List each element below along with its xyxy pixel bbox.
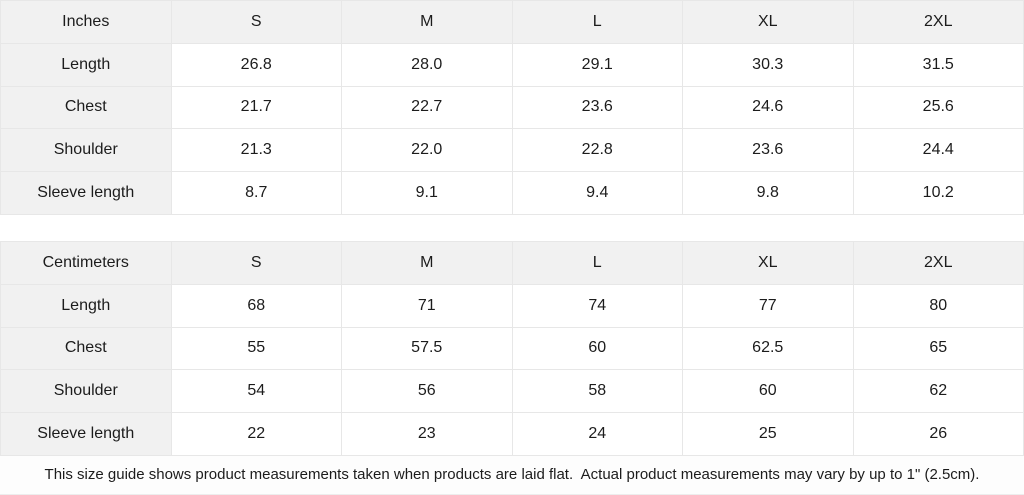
- value-cell: 22.8: [511, 128, 683, 173]
- value-cell: 65: [852, 326, 1024, 371]
- value-cell: 55: [170, 326, 342, 371]
- row-label-cell: Sleeve length: [0, 171, 172, 215]
- value-cell: 31.5: [852, 42, 1024, 87]
- value-cell: 9.8: [682, 171, 854, 215]
- value-cell: 68: [170, 283, 342, 328]
- value-cell: 22: [170, 412, 342, 456]
- row-label-cell: Shoulder: [0, 369, 172, 414]
- value-cell: 9.4: [511, 171, 683, 215]
- value-cell: 77: [682, 283, 854, 328]
- size-header-cell-m: M: [341, 0, 513, 44]
- value-cell: 58: [511, 369, 683, 414]
- table-row-shoulder: Shoulder 21.3 22.0 22.8 23.6 24.4: [0, 128, 1024, 173]
- value-cell: 26: [852, 412, 1024, 456]
- table-row-length: Length 26.8 28.0 29.1 30.3 31.5: [0, 42, 1024, 87]
- value-cell: 56: [341, 369, 513, 414]
- value-cell: 21.7: [170, 85, 342, 130]
- value-cell: 57.5: [341, 326, 513, 371]
- table-row-sleeve-length: Sleeve length 8.7 9.1 9.4 9.8 10.2: [0, 171, 1024, 215]
- value-cell: 23.6: [511, 85, 683, 130]
- value-cell: 23.6: [682, 128, 854, 173]
- value-cell: 71: [341, 283, 513, 328]
- value-cell: 23: [341, 412, 513, 456]
- table-row-sleeve-length: Sleeve length 22 23 24 25 26: [0, 412, 1024, 456]
- table-row-chest: Chest 55 57.5 60 62.5 65: [0, 326, 1024, 371]
- size-header-cell-s: S: [170, 0, 342, 44]
- table-row-length: Length 68 71 74 77 80: [0, 283, 1024, 328]
- value-cell: 24: [511, 412, 683, 456]
- centimeters-table: Centimeters S M L XL 2XL Length 68 71 74…: [0, 240, 1024, 456]
- row-label-cell: Chest: [0, 326, 172, 371]
- value-cell: 21.3: [170, 128, 342, 173]
- size-guide-note: This size guide shows product measuremen…: [0, 455, 1024, 495]
- row-label-cell: Shoulder: [0, 128, 172, 173]
- row-label-cell: Length: [0, 283, 172, 328]
- unit-header-cell: Centimeters: [0, 240, 172, 285]
- value-cell: 74: [511, 283, 683, 328]
- value-cell: 25.6: [852, 85, 1024, 130]
- row-label-cell: Sleeve length: [0, 412, 172, 456]
- value-cell: 9.1: [341, 171, 513, 215]
- value-cell: 24.4: [852, 128, 1024, 173]
- size-header-cell-2xl: 2XL: [852, 240, 1024, 285]
- value-cell: 26.8: [170, 42, 342, 87]
- size-header-cell-2xl: 2XL: [852, 0, 1024, 44]
- value-cell: 10.2: [852, 171, 1024, 215]
- size-header-cell-s: S: [170, 240, 342, 285]
- size-header-cell-m: M: [341, 240, 513, 285]
- value-cell: 80: [852, 283, 1024, 328]
- table-row-chest: Chest 21.7 22.7 23.6 24.6 25.6: [0, 85, 1024, 130]
- table-spacer: [0, 214, 1024, 241]
- value-cell: 54: [170, 369, 342, 414]
- value-cell: 30.3: [682, 42, 854, 87]
- value-cell: 25: [682, 412, 854, 456]
- value-cell: 28.0: [341, 42, 513, 87]
- value-cell: 24.6: [682, 85, 854, 130]
- row-label-cell: Length: [0, 42, 172, 87]
- table-row-shoulder: Shoulder 54 56 58 60 62: [0, 369, 1024, 414]
- value-cell: 22.0: [341, 128, 513, 173]
- size-header-cell-xl: XL: [682, 240, 854, 285]
- unit-header-cell: Inches: [0, 0, 172, 44]
- value-cell: 22.7: [341, 85, 513, 130]
- value-cell: 60: [682, 369, 854, 414]
- value-cell: 29.1: [511, 42, 683, 87]
- value-cell: 60: [511, 326, 683, 371]
- inches-header-row: Inches S M L XL 2XL: [0, 0, 1024, 44]
- row-label-cell: Chest: [0, 85, 172, 130]
- centimeters-header-row: Centimeters S M L XL 2XL: [0, 240, 1024, 285]
- size-header-cell-l: L: [511, 0, 683, 44]
- value-cell: 62: [852, 369, 1024, 414]
- size-header-cell-xl: XL: [682, 0, 854, 44]
- value-cell: 62.5: [682, 326, 854, 371]
- inches-table: Inches S M L XL 2XL Length 26.8 28.0 29.…: [0, 0, 1024, 215]
- value-cell: 8.7: [170, 171, 342, 215]
- size-header-cell-l: L: [511, 240, 683, 285]
